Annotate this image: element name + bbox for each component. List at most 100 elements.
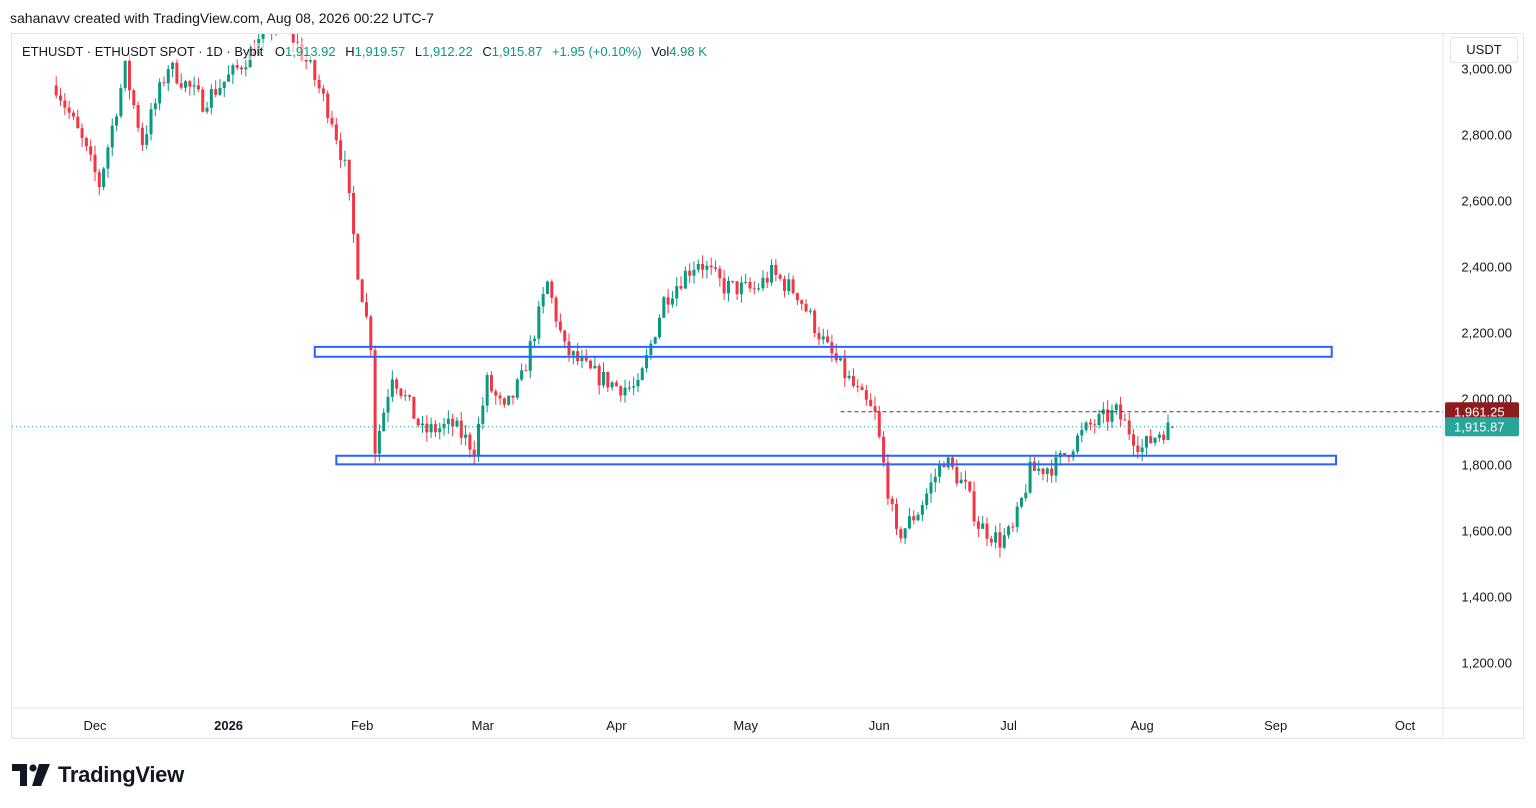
candle-body <box>403 395 407 397</box>
candle-body <box>1032 461 1036 471</box>
y-tick-label: 2,600.00 <box>1461 194 1512 209</box>
candle-body <box>1011 526 1015 528</box>
candle-body <box>334 124 338 141</box>
candle-body <box>360 279 364 303</box>
candle-body <box>916 514 920 521</box>
candle-body <box>231 65 235 75</box>
candle-body <box>718 268 722 279</box>
currency-button[interactable]: USDT <box>1450 37 1518 63</box>
candle-body <box>481 405 485 424</box>
candle-body <box>175 62 179 84</box>
candle-body <box>748 281 752 289</box>
candle-body <box>1002 535 1006 548</box>
candle-body <box>550 281 554 298</box>
candle-body <box>744 281 748 283</box>
candle-body <box>59 95 63 101</box>
candle-body <box>291 34 295 43</box>
candle-body <box>1028 461 1032 493</box>
candle-body <box>140 127 144 145</box>
candle-body <box>1144 436 1148 448</box>
candle-body <box>330 117 334 125</box>
candle-body <box>645 354 649 369</box>
candle-body <box>563 330 567 342</box>
candle-body <box>963 479 967 482</box>
candle-body <box>227 74 231 82</box>
candle-body <box>851 376 855 386</box>
candle-body <box>791 279 795 294</box>
y-tick-label: 2,400.00 <box>1461 260 1512 275</box>
x-tick-label: 2026 <box>214 718 243 733</box>
tradingview-wordmark: TradingView <box>58 762 184 787</box>
symbol-label[interactable]: ETHUSDT · ETHUSDT SPOT · 1D · Bybit <box>22 44 264 59</box>
candle-body <box>692 269 696 276</box>
candle-body <box>507 395 511 405</box>
candle-body <box>1106 409 1110 422</box>
candle-body <box>804 303 808 312</box>
candle-body <box>390 379 394 397</box>
candle-body <box>244 67 248 70</box>
y-tick-label: 2,800.00 <box>1461 128 1512 143</box>
candle-body <box>395 379 399 389</box>
x-tick-label: Dec <box>83 718 107 733</box>
candles-group <box>54 9 1174 558</box>
candle-body <box>619 386 623 396</box>
candle-body <box>196 85 200 90</box>
candle-body <box>205 107 209 112</box>
candle-body <box>757 288 761 290</box>
candle-body <box>683 270 687 289</box>
candle-body <box>658 317 662 338</box>
candle-body <box>994 532 998 543</box>
candle-body <box>959 479 963 484</box>
candle-body <box>610 382 614 388</box>
candle-body <box>567 341 571 356</box>
candle-body <box>438 428 442 433</box>
x-tick-label: Jul <box>1000 718 1017 733</box>
open-value: 1,913.92 <box>285 44 336 59</box>
candle-body <box>287 21 290 26</box>
y-tick-label: 2,200.00 <box>1461 326 1512 341</box>
candle-body <box>649 343 653 355</box>
candle-body <box>882 436 886 463</box>
candle-body <box>89 146 93 155</box>
candle-body <box>739 282 743 295</box>
candle-body <box>925 493 929 505</box>
candle-body <box>541 293 545 307</box>
candle-body <box>765 277 769 283</box>
candle-body <box>188 81 192 87</box>
candle-body <box>662 297 666 318</box>
candle-body <box>774 264 778 275</box>
candle-body <box>1123 419 1127 421</box>
change-value: +1.95 (+0.10%) <box>551 44 642 59</box>
candle-body <box>1080 429 1084 436</box>
candle-body <box>80 128 84 138</box>
candle-body <box>343 159 347 161</box>
candle-body <box>679 286 683 289</box>
candle-body <box>933 476 937 483</box>
last-price-badge <box>1445 417 1519 437</box>
candle-body <box>352 193 356 235</box>
candle-body <box>158 82 162 104</box>
candle-body <box>279 9 282 24</box>
candle-body <box>464 434 468 438</box>
candle-body <box>869 399 873 407</box>
candle-body <box>93 154 97 173</box>
last-price-label: 1,915.87 <box>1454 419 1505 434</box>
candle-body <box>705 265 709 270</box>
candle-body <box>877 411 881 437</box>
tradingview-logo[interactable]: TradingView <box>12 760 184 790</box>
candle-body <box>1166 422 1170 440</box>
candle-body <box>459 420 463 438</box>
candle-body <box>179 83 183 88</box>
candle-body <box>580 357 584 362</box>
candle-body <box>356 234 360 280</box>
y-tick-label: 1,200.00 <box>1461 656 1512 671</box>
candle-body <box>886 462 890 499</box>
candle-body <box>261 34 265 39</box>
candle-body <box>1045 468 1049 475</box>
tradingview-logo-icon <box>12 764 50 786</box>
candle-body <box>912 516 916 521</box>
candle-body <box>515 379 519 398</box>
candle-body <box>1110 410 1114 422</box>
candle-body <box>127 60 131 91</box>
